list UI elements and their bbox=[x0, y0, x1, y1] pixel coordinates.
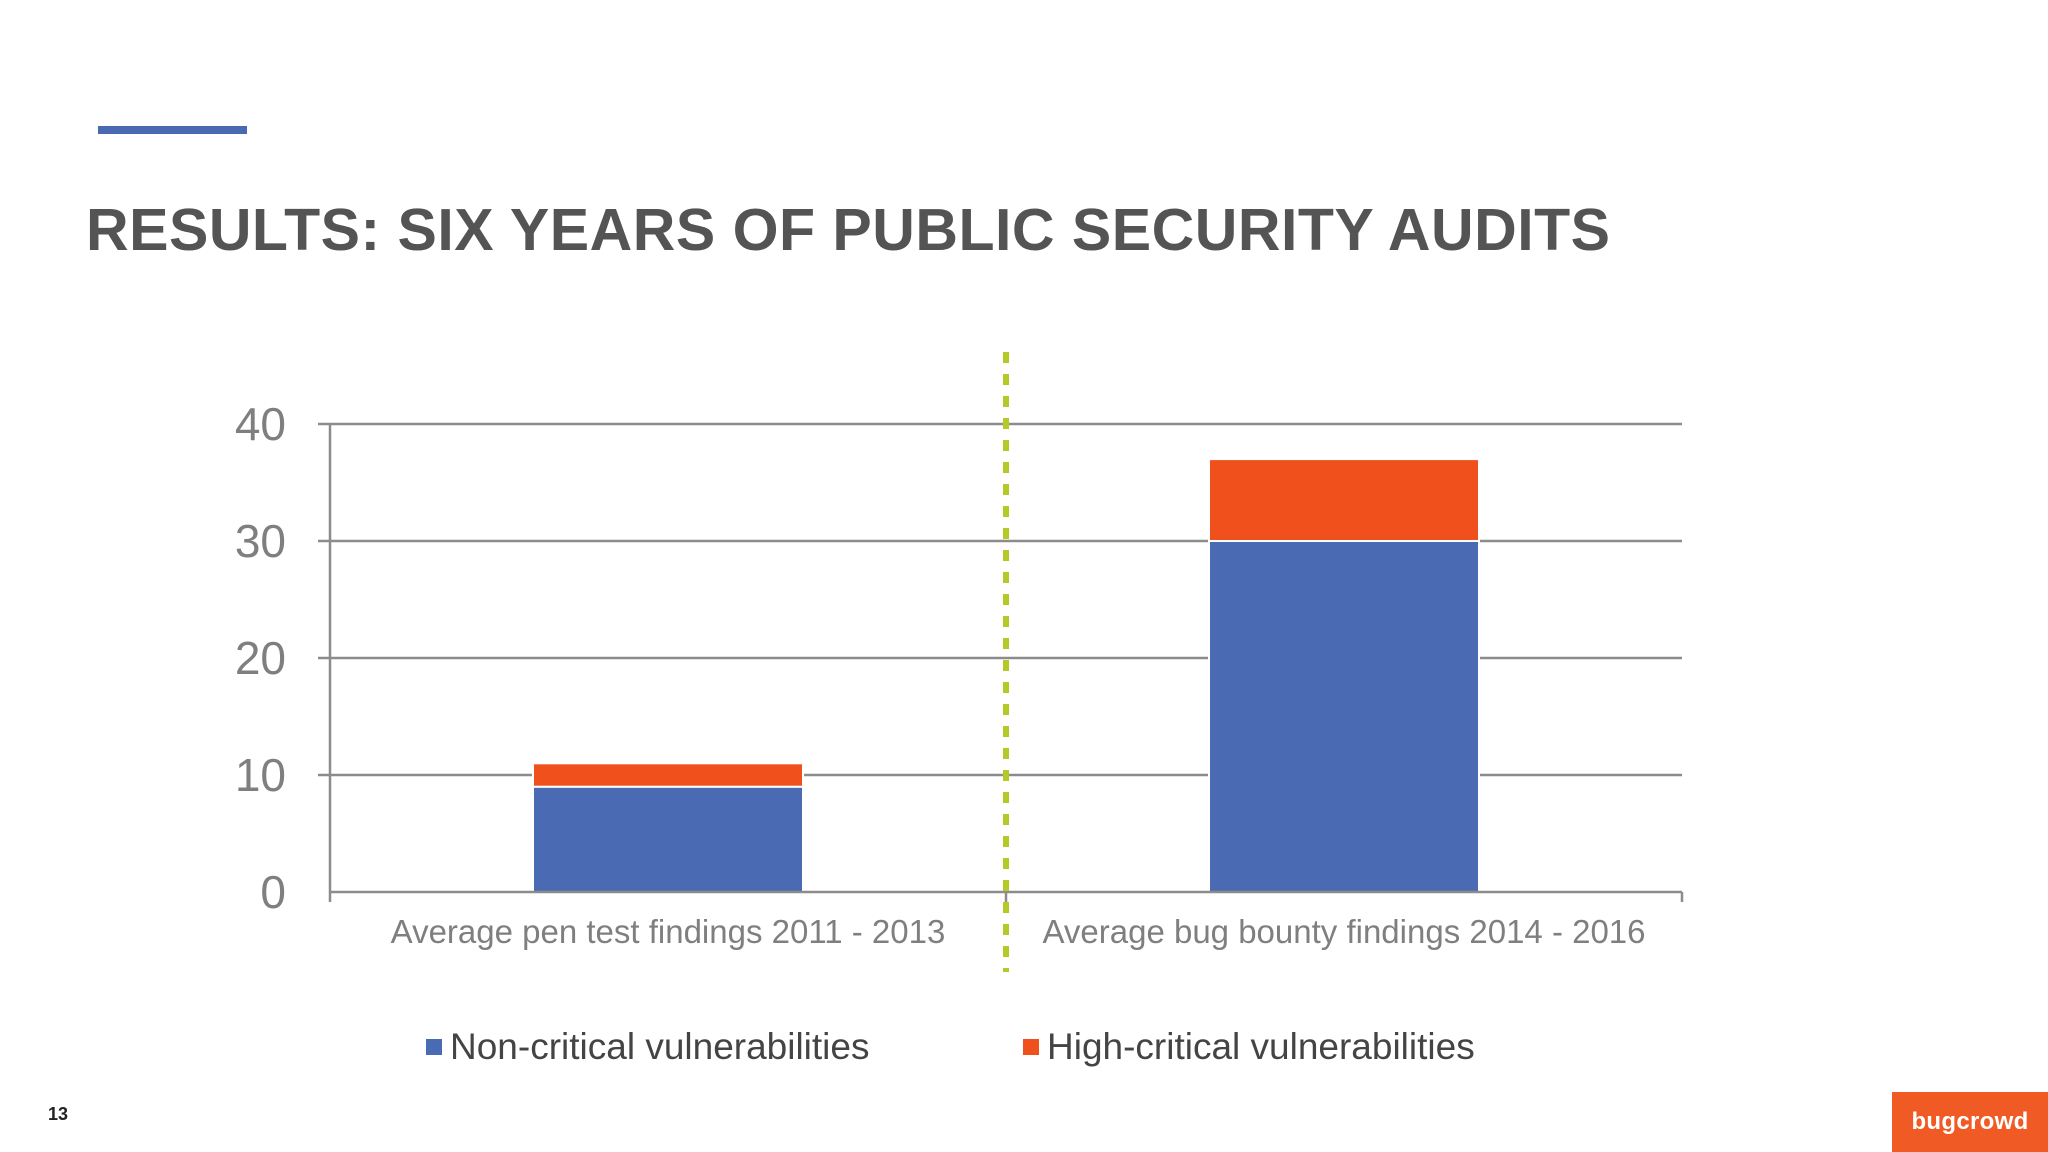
legend-label-high-critical: High-critical vulnerabilities bbox=[1047, 1026, 1475, 1067]
title-accent-bar bbox=[98, 126, 247, 134]
bugcrowd-logo: bugcrowd bbox=[1892, 1092, 2048, 1152]
bar-high-critical-1 bbox=[1208, 458, 1480, 543]
bar-high-critical-0 bbox=[532, 762, 804, 788]
y-tick-label-10: 10 bbox=[235, 749, 286, 801]
y-tick-label-0: 0 bbox=[260, 866, 286, 918]
bar-non-critical-0 bbox=[532, 785, 804, 894]
axis-labels: 0 10 20 30 40 Average pen test findings 2011 … bbox=[235, 398, 1646, 950]
axes bbox=[328, 424, 1684, 902]
bar-non-critical-1 bbox=[1208, 540, 1480, 893]
legend-swatch-non-critical bbox=[426, 1039, 442, 1055]
legend-swatch-high-critical bbox=[1023, 1039, 1039, 1055]
legend-item-high-critical: High-critical vulnerabilities bbox=[1023, 1026, 1475, 1068]
y-tick-label-40: 40 bbox=[235, 398, 286, 450]
bars bbox=[532, 458, 1480, 894]
y-tick-label-30: 30 bbox=[235, 515, 286, 567]
x-category-label-0: Average pen test findings 2011 - 2013 bbox=[391, 913, 946, 950]
slide-title: RESULTS: SIX YEARS OF PUBLIC SECURITY AU… bbox=[86, 197, 1611, 263]
x-category-label-1: Average bug bounty findings 2014 - 2016 bbox=[1042, 913, 1645, 950]
y-tick-label-20: 20 bbox=[235, 632, 286, 684]
legend-item-non-critical: Non-critical vulnerabilities bbox=[426, 1026, 869, 1068]
chart-legend: Non-critical vulnerabilities High-critic… bbox=[0, 1026, 2048, 1076]
legend-label-non-critical: Non-critical vulnerabilities bbox=[450, 1026, 870, 1067]
page-number: 13 bbox=[48, 1104, 69, 1124]
